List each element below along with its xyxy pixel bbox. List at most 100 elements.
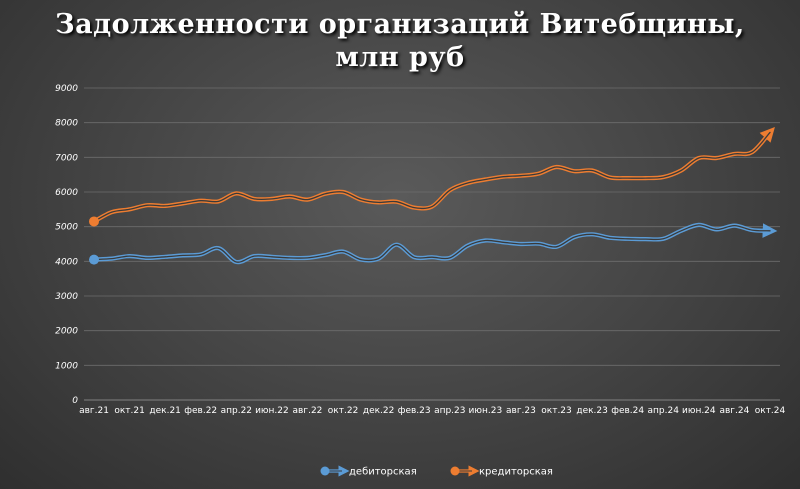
x-tick-label: апр.22	[221, 406, 252, 416]
x-tick-label: авг.24	[719, 406, 749, 416]
data-point	[181, 253, 185, 257]
x-tick-label: окт.21	[114, 406, 145, 416]
chart-title-line-2: млн руб	[335, 42, 465, 73]
legend-item: дебиторская	[320, 465, 417, 478]
data-point	[483, 238, 487, 242]
legend-label: дебиторская	[349, 467, 417, 478]
data-point	[572, 169, 576, 173]
data-point	[376, 200, 380, 204]
data-point	[412, 255, 416, 259]
x-tick-label: окт.24	[755, 406, 786, 416]
data-point	[750, 150, 754, 154]
data-point	[430, 204, 434, 208]
data-point	[323, 192, 327, 196]
data-point	[625, 176, 629, 180]
data-point	[714, 227, 718, 231]
data-point	[145, 256, 149, 260]
data-point	[572, 235, 576, 239]
x-tick-label: дек.21	[149, 406, 181, 416]
data-point	[465, 244, 469, 248]
data-point	[145, 203, 149, 207]
y-tick-label: 8000	[55, 119, 78, 129]
chart-title-line-1: Задолженности организаций Витебщины,	[55, 9, 745, 40]
data-point	[661, 175, 665, 179]
y-tick-label: 9000	[55, 84, 78, 94]
data-point	[679, 229, 683, 233]
data-point	[199, 252, 203, 256]
data-point	[679, 168, 683, 172]
x-tick-label: июн.24	[682, 406, 716, 416]
data-point	[465, 181, 469, 185]
data-point	[732, 223, 736, 227]
legend-item: кредиторская	[450, 465, 553, 478]
y-axis-ticks: 0 1000 2000 3000 4000 5000 6000 7000 8000 9000	[55, 84, 78, 406]
data-point	[341, 249, 345, 253]
data-point	[608, 175, 612, 179]
y-tick-label: 3000	[55, 292, 78, 302]
x-tick-label: дек.22	[363, 406, 395, 416]
data-point	[430, 255, 434, 259]
data-point	[287, 256, 291, 260]
data-point	[519, 174, 523, 178]
y-tick-label: 4000	[55, 257, 78, 267]
data-point	[359, 257, 363, 261]
x-axis-ticks: авг.21 окт.21 дек.21 фев.22 апр.22 июн.22 авг.…	[79, 406, 785, 416]
y-tick-label: 7000	[55, 153, 78, 163]
data-point	[483, 177, 487, 181]
data-point	[252, 254, 256, 258]
series-credit	[89, 126, 775, 227]
data-point	[163, 204, 167, 208]
data-point	[732, 152, 736, 156]
series-line-inner	[93, 224, 771, 263]
data-point	[92, 257, 96, 261]
data-point	[305, 197, 309, 201]
data-point	[554, 165, 558, 169]
data-point	[590, 232, 594, 236]
x-tick-label: июн.23	[469, 406, 503, 416]
y-tick-label: 6000	[55, 188, 78, 198]
data-point	[608, 236, 612, 240]
data-point	[234, 191, 238, 195]
data-point	[376, 256, 380, 260]
y-tick-label: 0	[72, 396, 78, 406]
data-point	[216, 199, 220, 203]
data-point	[234, 260, 238, 264]
data-point	[501, 240, 505, 244]
data-point	[341, 190, 345, 194]
data-point	[750, 228, 754, 232]
series-lines	[89, 126, 778, 265]
data-point	[714, 156, 718, 160]
data-point	[394, 242, 398, 246]
data-point	[216, 246, 220, 250]
y-tick-label: 2000	[55, 327, 78, 337]
x-tick-label: окт.22	[328, 406, 359, 416]
series-start-point	[89, 254, 99, 265]
data-point	[163, 255, 167, 259]
data-point	[323, 253, 327, 257]
data-point	[181, 201, 185, 205]
y-tick-label: 1000	[55, 361, 78, 371]
x-tick-label: фев.22	[184, 406, 217, 416]
data-point	[643, 237, 647, 241]
x-tick-label: авг.23	[506, 406, 536, 416]
data-point	[252, 197, 256, 201]
data-point	[394, 200, 398, 204]
data-point	[661, 237, 665, 241]
x-tick-label: фев.23	[398, 406, 431, 416]
data-point	[199, 198, 203, 202]
x-tick-label: фев.24	[611, 406, 644, 416]
series-start-point	[89, 216, 99, 227]
data-point	[697, 156, 701, 160]
data-point	[697, 223, 701, 227]
data-point	[127, 207, 131, 211]
data-point	[768, 229, 772, 233]
legend-marker	[320, 466, 330, 476]
data-point	[92, 219, 96, 223]
data-point	[305, 256, 309, 260]
data-point	[643, 176, 647, 180]
data-point	[412, 205, 416, 209]
data-point	[110, 256, 114, 260]
gridlines	[84, 87, 780, 401]
x-tick-label: июн.22	[255, 406, 289, 416]
data-point	[625, 237, 629, 241]
